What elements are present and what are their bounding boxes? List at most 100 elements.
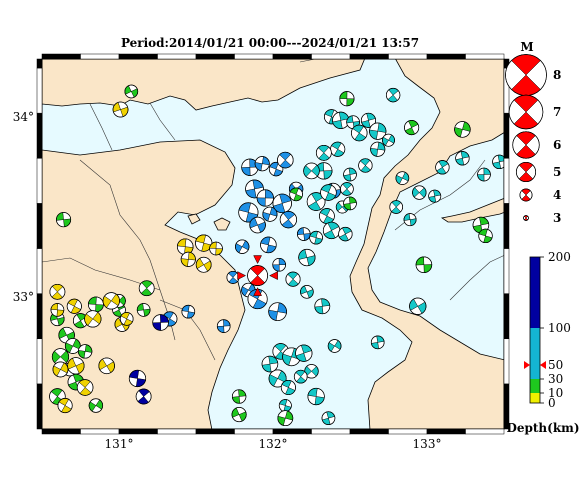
main-shock-marker bbox=[237, 271, 247, 280]
quake-yellow bbox=[84, 310, 102, 328]
quake-cyan bbox=[403, 213, 417, 227]
depth-band bbox=[530, 379, 540, 393]
quake-cyan bbox=[300, 285, 314, 299]
quake-green bbox=[64, 338, 81, 354]
quake-yellow bbox=[102, 292, 120, 310]
quake-green bbox=[415, 256, 433, 274]
magnitude-legend-label: 7 bbox=[553, 105, 561, 119]
quake-cyan bbox=[492, 154, 504, 170]
lon-tick-label: 133° bbox=[413, 437, 442, 451]
quake-blue bbox=[268, 302, 287, 322]
quake-navy bbox=[135, 388, 152, 405]
land-island-north bbox=[187, 213, 201, 225]
quake-green bbox=[339, 91, 355, 107]
quake-blue bbox=[181, 304, 196, 319]
quake-cyan bbox=[412, 185, 427, 200]
quake-green bbox=[231, 407, 247, 423]
land-honshu bbox=[42, 59, 366, 111]
quake-blue bbox=[279, 211, 298, 229]
quake-navy bbox=[152, 314, 169, 331]
quake-yellow bbox=[112, 101, 129, 118]
depth-band bbox=[530, 393, 540, 403]
quake-green bbox=[404, 120, 420, 136]
quake-blue bbox=[277, 151, 294, 169]
magnitude-legend-ball bbox=[512, 131, 540, 159]
quake-blue bbox=[272, 193, 292, 214]
quake-cyan bbox=[261, 355, 279, 373]
quake-cyan bbox=[285, 271, 301, 287]
quake-yellow bbox=[66, 298, 82, 314]
quake-cyan bbox=[477, 167, 491, 182]
magnitude-legend-ball bbox=[519, 188, 533, 202]
lon-tick-label: 131° bbox=[105, 437, 134, 451]
quake-yellow bbox=[195, 256, 212, 273]
magnitude-legend-label: 4 bbox=[553, 188, 561, 202]
quake-cyan bbox=[455, 151, 470, 166]
lat-tick-label: 33° bbox=[13, 290, 34, 304]
quake-cyan bbox=[320, 184, 337, 201]
quake-cyan bbox=[370, 141, 386, 157]
quake-cyan bbox=[304, 364, 319, 379]
depth-bar-outline bbox=[529, 256, 541, 404]
quake-cyan bbox=[395, 171, 410, 185]
quake-blue bbox=[256, 189, 274, 207]
main-shock-marker bbox=[253, 287, 263, 296]
quake-cyan bbox=[314, 298, 331, 315]
main-shock-marker bbox=[269, 271, 278, 280]
quake-green bbox=[88, 398, 104, 413]
magnitude-legend-label: 5 bbox=[553, 165, 561, 179]
quake-green bbox=[277, 410, 294, 427]
quake-yellow bbox=[176, 238, 194, 255]
quake-green bbox=[72, 313, 89, 329]
land-sadamisaki bbox=[440, 197, 504, 223]
magnitude-legend-ball bbox=[523, 215, 529, 221]
quake-blue bbox=[249, 216, 266, 234]
quake-green bbox=[88, 296, 104, 313]
quake-cyan bbox=[295, 344, 313, 362]
depth-tick-label: 50 bbox=[548, 358, 563, 372]
quake-cyan bbox=[382, 133, 395, 147]
depth-marker-right bbox=[540, 361, 546, 369]
quake-green bbox=[231, 389, 247, 404]
quake-cyan bbox=[309, 230, 323, 245]
quake-cyan bbox=[409, 297, 427, 315]
quake-green bbox=[478, 228, 493, 244]
quake-green bbox=[77, 344, 93, 359]
quake-cyan bbox=[360, 112, 377, 128]
quake-blue bbox=[262, 206, 278, 222]
land-island-kunisaki bbox=[213, 217, 231, 231]
quake-cyan bbox=[330, 141, 346, 157]
depth-marker-left bbox=[524, 361, 530, 369]
quake-yellow bbox=[76, 379, 94, 396]
quake-blue bbox=[235, 239, 250, 254]
quake-green bbox=[454, 121, 471, 138]
quake-cyan bbox=[306, 192, 326, 211]
quake-yellow bbox=[57, 398, 73, 414]
quake-yellow bbox=[180, 251, 196, 267]
lat-tick-label: 34° bbox=[13, 110, 34, 124]
quake-yellow bbox=[209, 241, 223, 256]
quake-cyan bbox=[343, 167, 357, 182]
magnitude-legend-ball bbox=[508, 94, 544, 130]
map-area: 131° 132° 133° 34° 33° bbox=[13, 53, 510, 451]
depth-tick-label: 100 bbox=[548, 321, 571, 335]
main-shock-marker bbox=[253, 255, 263, 265]
quake-cyan bbox=[303, 162, 320, 180]
depth-band bbox=[530, 328, 540, 379]
quake-yellow bbox=[98, 357, 115, 375]
quake-cyan bbox=[389, 200, 404, 214]
quake-cyan bbox=[298, 248, 316, 267]
quake-green bbox=[138, 280, 155, 297]
quake-cyan bbox=[307, 387, 325, 406]
quake-green bbox=[289, 187, 303, 202]
quake-cyan bbox=[321, 411, 336, 425]
quake-cyan bbox=[322, 221, 341, 240]
quake-navy bbox=[128, 369, 147, 388]
main-shock-mechanism bbox=[247, 265, 269, 286]
depth-tick-label: 0 bbox=[548, 396, 556, 410]
depth-band bbox=[530, 257, 540, 328]
quake-cyan bbox=[369, 122, 387, 140]
quake-cyan bbox=[293, 369, 308, 384]
quake-yellow bbox=[52, 361, 69, 378]
